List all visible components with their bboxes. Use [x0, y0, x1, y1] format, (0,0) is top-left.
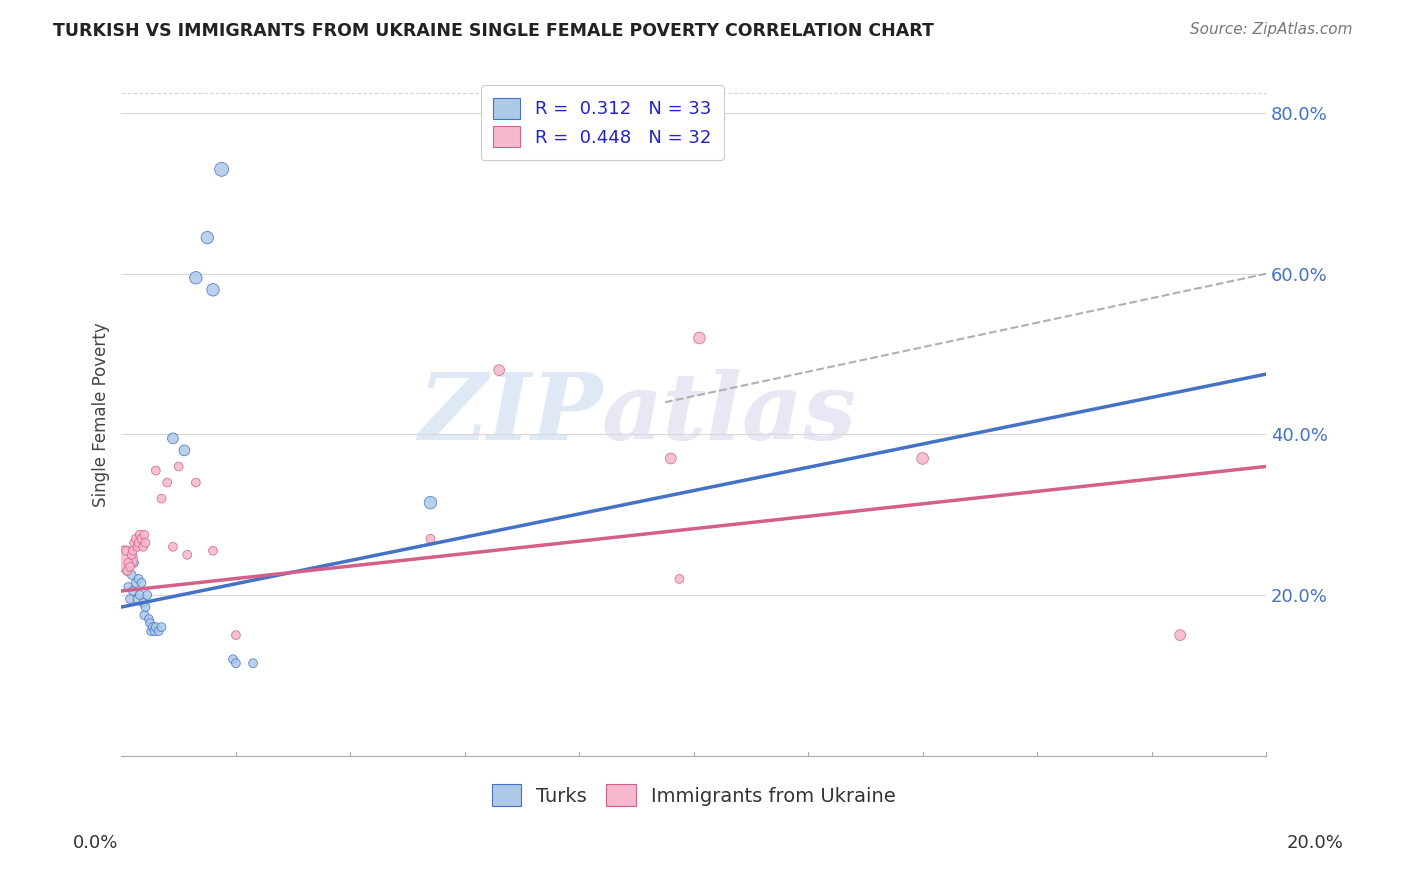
Point	[1168, 628, 1191, 642]
Point	[122, 535, 145, 549]
Point	[145, 620, 167, 634]
Point	[128, 572, 150, 586]
Point	[167, 459, 190, 474]
Point	[143, 624, 166, 639]
Point	[125, 532, 148, 546]
Text: ZIP: ZIP	[418, 369, 602, 459]
Point	[117, 556, 139, 570]
Point	[688, 331, 710, 345]
Text: 0.0%: 0.0%	[73, 834, 118, 852]
Point	[115, 564, 138, 578]
Point	[115, 564, 138, 578]
Point	[222, 652, 245, 666]
Point	[173, 443, 195, 458]
Point	[141, 624, 163, 639]
Point	[145, 463, 167, 477]
Point	[162, 431, 184, 445]
Point	[122, 556, 145, 570]
Text: 20.0%: 20.0%	[1286, 834, 1343, 852]
Point	[176, 548, 198, 562]
Legend: Turks, Immigrants from Ukraine: Turks, Immigrants from Ukraine	[484, 776, 904, 814]
Point	[488, 363, 510, 377]
Point	[127, 540, 149, 554]
Point	[118, 592, 141, 607]
Point	[211, 162, 233, 177]
Point	[225, 628, 247, 642]
Text: Source: ZipAtlas.com: Source: ZipAtlas.com	[1189, 22, 1353, 37]
Point	[195, 230, 218, 244]
Point	[419, 532, 441, 546]
Point	[134, 600, 156, 615]
Point	[201, 283, 224, 297]
Point	[148, 624, 170, 639]
Point	[201, 544, 224, 558]
Point	[134, 608, 156, 623]
Point	[142, 620, 165, 634]
Text: TURKISH VS IMMIGRANTS FROM UKRAINE SINGLE FEMALE POVERTY CORRELATION CHART: TURKISH VS IMMIGRANTS FROM UKRAINE SINGL…	[53, 22, 935, 40]
Text: atlas: atlas	[602, 369, 858, 459]
Point	[131, 532, 153, 546]
Point	[128, 527, 150, 541]
Point	[668, 572, 690, 586]
Point	[659, 451, 682, 466]
Point	[136, 588, 159, 602]
Point	[134, 527, 156, 541]
Point	[139, 616, 162, 631]
Point	[128, 588, 150, 602]
Point	[121, 548, 143, 562]
Point	[131, 576, 153, 591]
Point	[419, 495, 441, 509]
Point	[150, 620, 173, 634]
Point	[117, 580, 139, 594]
Point	[132, 540, 155, 554]
Point	[156, 475, 179, 490]
Point	[162, 540, 184, 554]
Point	[125, 576, 148, 591]
Point	[127, 592, 149, 607]
Point	[115, 544, 138, 558]
Point	[138, 612, 160, 626]
Point	[184, 475, 207, 490]
Point	[128, 535, 150, 549]
Point	[121, 568, 143, 582]
Point	[225, 657, 247, 671]
Point	[118, 560, 141, 574]
Point	[911, 451, 934, 466]
Point	[132, 596, 155, 610]
Point	[184, 270, 207, 285]
Point	[242, 657, 264, 671]
Y-axis label: Single Female Poverty: Single Female Poverty	[93, 322, 110, 507]
Point	[134, 535, 156, 549]
Point	[150, 491, 173, 506]
Point	[122, 544, 145, 558]
Point	[122, 584, 145, 599]
Point	[112, 552, 135, 566]
